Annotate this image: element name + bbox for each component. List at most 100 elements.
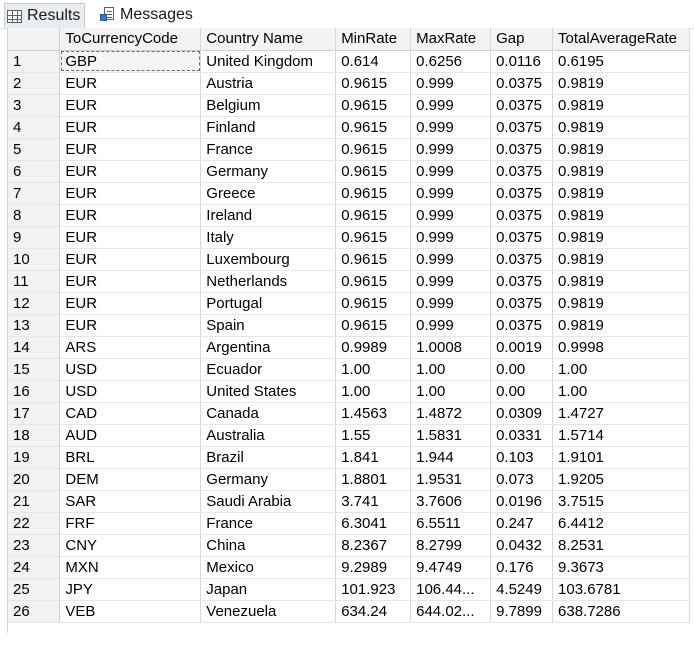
grid-cell[interactable]: 0.0116 — [490, 50, 554, 73]
row-number[interactable]: 10 — [8, 248, 61, 271]
grid-cell[interactable]: 0.9819 — [552, 72, 690, 95]
grid-cell[interactable]: France — [200, 138, 337, 161]
grid-cell[interactable]: United Kingdom — [200, 50, 337, 73]
grid-cell[interactable]: 0.0331 — [490, 424, 554, 447]
grid-cell[interactable]: Venezuela — [200, 600, 337, 623]
grid-cell[interactable]: 6.5511 — [410, 512, 492, 535]
grid-cell[interactable]: 0.999 — [410, 270, 492, 293]
grid-cell[interactable]: 0.999 — [410, 138, 492, 161]
grid-cell[interactable]: Greece — [200, 182, 337, 205]
table-row[interactable]: 16 USD United States 1.00 1.00 0.00 1.00 — [8, 380, 690, 403]
row-number[interactable]: 5 — [8, 138, 61, 161]
grid-cell[interactable]: Japan — [200, 578, 337, 601]
grid-cell[interactable]: 0.9615 — [335, 248, 412, 271]
grid-cell[interactable]: 0.9615 — [335, 72, 412, 95]
grid-cell[interactable]: EUR — [59, 116, 202, 139]
grid-cell[interactable]: 4.5249 — [490, 578, 554, 601]
grid-cell[interactable]: JPY — [59, 578, 202, 601]
grid-cell[interactable]: EUR — [59, 72, 202, 95]
grid-cell[interactable]: Mexico — [200, 556, 337, 579]
grid-cell[interactable]: 0.9615 — [335, 292, 412, 315]
row-number-header[interactable] — [8, 28, 61, 51]
table-row[interactable]: 24 MXN Mexico 9.2989 9.4749 0.176 9.3673 — [8, 556, 690, 579]
table-row[interactable]: 2 EUR Austria 0.9615 0.999 0.0375 0.9819 — [8, 72, 690, 95]
grid-cell[interactable]: 0.0375 — [490, 138, 554, 161]
row-number[interactable]: 3 — [8, 94, 61, 117]
grid-cell[interactable]: 0.9819 — [552, 116, 690, 139]
column-header[interactable]: MinRate — [335, 28, 412, 51]
grid-cell[interactable]: 0.9615 — [335, 94, 412, 117]
grid-cell[interactable]: EUR — [59, 248, 202, 271]
table-row[interactable]: 17 CAD Canada 1.4563 1.4872 0.0309 1.4727 — [8, 402, 690, 425]
table-row[interactable]: 15 USD Ecuador 1.00 1.00 0.00 1.00 — [8, 358, 690, 381]
grid-cell[interactable]: Luxembourg — [200, 248, 337, 271]
grid-cell[interactable]: 0.00 — [490, 358, 554, 381]
table-row[interactable]: 20 DEM Germany 1.8801 1.9531 0.073 1.9205 — [8, 468, 690, 491]
grid-cell[interactable]: 0.0375 — [490, 204, 554, 227]
grid-cell[interactable]: 103.6781 — [552, 578, 690, 601]
table-row[interactable]: 12 EUR Portugal 0.9615 0.999 0.0375 0.9819 — [8, 292, 690, 315]
grid-cell[interactable]: Saudi Arabia — [200, 490, 337, 513]
grid-cell[interactable]: Portugal — [200, 292, 337, 315]
table-row[interactable]: 21 SAR Saudi Arabia 3.741 3.7606 0.0196 3.7515 — [8, 490, 690, 513]
row-number[interactable]: 25 — [8, 578, 61, 601]
grid-cell[interactable]: 0.9615 — [335, 204, 412, 227]
grid-cell[interactable]: DEM — [59, 468, 202, 491]
grid-cell[interactable]: France — [200, 512, 337, 535]
grid-cell[interactable]: CNY — [59, 534, 202, 557]
table-row[interactable]: 23 CNY China 8.2367 8.2799 0.0432 8.2531 — [8, 534, 690, 557]
grid-cell[interactable]: 0.999 — [410, 292, 492, 315]
results-grid[interactable]: ToCurrencyCode Country Name MinRate MaxRate… — [7, 28, 690, 633]
table-row[interactable]: 8 EUR Ireland 0.9615 0.999 0.0375 0.9819 — [8, 204, 690, 227]
grid-cell[interactable]: 101.923 — [335, 578, 412, 601]
grid-cell[interactable]: 0.0375 — [490, 94, 554, 117]
grid-cell[interactable]: 1.00 — [552, 358, 690, 381]
grid-cell[interactable]: 0.9998 — [552, 336, 690, 359]
grid-cell[interactable]: 0.247 — [490, 512, 554, 535]
grid-cell[interactable]: 0.9819 — [552, 226, 690, 249]
grid-cell[interactable]: EUR — [59, 292, 202, 315]
row-number[interactable]: 8 — [8, 204, 61, 227]
grid-cell[interactable]: 0.999 — [410, 116, 492, 139]
grid-cell[interactable]: 1.00 — [335, 358, 412, 381]
grid-cell[interactable]: 8.2367 — [335, 534, 412, 557]
column-header[interactable]: TotalAverageRate — [552, 28, 690, 51]
table-row[interactable]: 25 JPY Japan 101.923 106.44... 4.5249 103.6781 — [8, 578, 690, 601]
grid-cell[interactable]: BRL — [59, 446, 202, 469]
row-number[interactable]: 23 — [8, 534, 61, 557]
grid-cell[interactable]: 0.9819 — [552, 160, 690, 183]
grid-cell[interactable]: Spain — [200, 314, 337, 337]
grid-cell[interactable]: Germany — [200, 160, 337, 183]
grid-cell[interactable]: 0.0375 — [490, 72, 554, 95]
grid-cell[interactable]: 1.5831 — [410, 424, 492, 447]
row-number[interactable]: 22 — [8, 512, 61, 535]
row-number[interactable]: 17 — [8, 402, 61, 425]
grid-cell[interactable]: 0.0019 — [490, 336, 554, 359]
grid-cell[interactable]: 0.9615 — [335, 116, 412, 139]
grid-cell[interactable]: 0.0375 — [490, 314, 554, 337]
grid-cell[interactable]: 0.0196 — [490, 490, 554, 513]
grid-cell[interactable]: 0.9819 — [552, 94, 690, 117]
grid-cell[interactable]: Austria — [200, 72, 337, 95]
row-number[interactable]: 12 — [8, 292, 61, 315]
grid-cell[interactable]: 0.614 — [335, 50, 412, 73]
grid-cell[interactable]: 0.103 — [490, 446, 554, 469]
tab-results[interactable]: Results — [4, 3, 86, 28]
grid-cell[interactable]: 3.741 — [335, 490, 412, 513]
grid-cell[interactable]: 634.24 — [335, 600, 412, 623]
row-number[interactable]: 1 — [8, 50, 61, 73]
grid-cell[interactable]: 1.4563 — [335, 402, 412, 425]
grid-cell[interactable]: 0.9819 — [552, 138, 690, 161]
column-header[interactable]: MaxRate — [410, 28, 492, 51]
table-row[interactable]: 13 EUR Spain 0.9615 0.999 0.0375 0.9819 — [8, 314, 690, 337]
grid-cell[interactable]: 0.0375 — [490, 182, 554, 205]
grid-cell[interactable]: 1.55 — [335, 424, 412, 447]
grid-cell[interactable]: 0.073 — [490, 468, 554, 491]
grid-cell[interactable]: 1.9101 — [552, 446, 690, 469]
grid-cell[interactable]: EUR — [59, 138, 202, 161]
grid-cell[interactable]: 0.0375 — [490, 248, 554, 271]
row-number[interactable]: 13 — [8, 314, 61, 337]
grid-cell[interactable]: 1.4872 — [410, 402, 492, 425]
grid-cell[interactable]: 0.9989 — [335, 336, 412, 359]
grid-cell[interactable]: Ecuador — [200, 358, 337, 381]
